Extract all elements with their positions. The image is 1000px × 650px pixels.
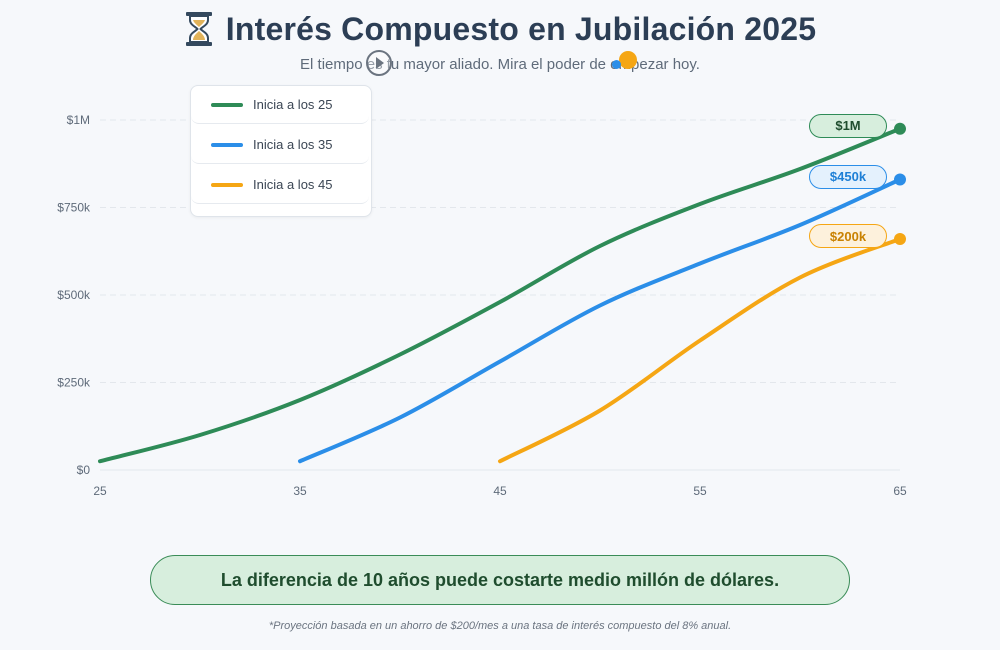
series-line [98,126,902,464]
decorative-blue-dot [612,60,621,69]
hourglass-icon [185,12,212,46]
callout-banner: La diferencia de 10 años puede costarte … [150,555,850,605]
chart-subtitle: El tiempo es tu mayor aliado. Mira el po… [300,56,700,73]
legend-swatch [211,142,243,147]
legend-swatch [211,102,243,107]
y-tick-label: $500k [57,288,91,302]
legend-item[interactable]: Inicia a los 35 [191,126,369,164]
legend-label: Inicia a los 45 [253,177,333,192]
x-tick-label: 45 [493,484,507,498]
x-tick-label: 35 [293,484,307,498]
footnote: *Proyección basada en un ahorro de $200/… [268,620,732,632]
y-tick-label: $0 [77,463,91,477]
x-tick-label: 65 [893,484,907,498]
legend-item[interactable]: Inicia a los 45 [191,166,369,204]
series-line [298,177,902,464]
legend-item[interactable]: Inicia a los 25 [191,86,369,124]
decorative-orange-dot [619,51,637,69]
legend-label: Inicia a los 35 [253,137,333,152]
line-chart: $0 $250k $500k $750k $1M 25 35 45 55 65 [57,113,907,498]
y-tick-label: $750k [57,201,91,215]
play-icon[interactable] [366,50,392,76]
chart-area: $0 $250k $500k $750k $1M 25 35 45 55 65 [57,113,907,498]
chart-legend: Inicia a los 25 Inicia a los 35 Inicia a l… [190,85,372,217]
legend-swatch [211,182,243,187]
end-value-tag: $1M [809,113,887,138]
legend-label: Inicia a los 25 [253,97,333,112]
chart-header: Interés Compuesto en Jubilación 2025 El … [0,8,1000,73]
x-tick-label: 55 [693,484,707,498]
end-value-tag: $200k [809,224,887,248]
y-tick-label: $250k [57,376,91,390]
callout-text: La diferencia de 10 años puede costarte … [220,569,780,590]
series-end-point [894,233,906,245]
series-end-point [894,173,906,186]
end-value-tag: $450k [809,164,887,189]
y-tick-label: $1M [67,113,90,127]
series-end-point [894,122,906,135]
x-tick-label: 25 [93,484,107,498]
title-row: Interés Compuesto en Jubilación 2025 [0,8,1000,50]
chart-title: Interés Compuesto en Jubilación 2025 [225,10,817,47]
series-line [498,237,902,464]
